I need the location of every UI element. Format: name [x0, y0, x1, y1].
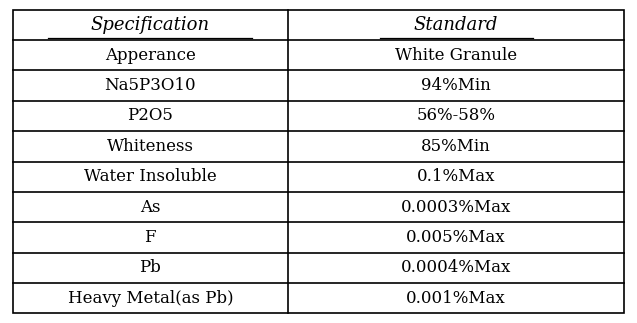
Text: 56%-58%: 56%-58%	[417, 108, 496, 124]
Text: As: As	[140, 199, 161, 215]
Text: White Granule: White Granule	[395, 47, 517, 64]
Text: 0.001%Max: 0.001%Max	[406, 290, 506, 307]
Text: F: F	[145, 229, 156, 246]
Text: 0.005%Max: 0.005%Max	[406, 229, 506, 246]
Text: P2O5: P2O5	[127, 108, 173, 124]
Text: 0.1%Max: 0.1%Max	[417, 168, 496, 185]
Text: 85%Min: 85%Min	[421, 138, 491, 155]
Text: 94%Min: 94%Min	[421, 77, 491, 94]
Text: Pb: Pb	[140, 259, 161, 276]
Text: Apperance: Apperance	[105, 47, 196, 64]
Text: 0.0003%Max: 0.0003%Max	[401, 199, 512, 215]
Text: 0.0004%Max: 0.0004%Max	[401, 259, 512, 276]
Text: Heavy Metal(as Pb): Heavy Metal(as Pb)	[68, 290, 233, 307]
Text: Water Insoluble: Water Insoluble	[84, 168, 217, 185]
Text: Whiteness: Whiteness	[107, 138, 194, 155]
Text: Na5P3O10: Na5P3O10	[104, 77, 196, 94]
Text: Standard: Standard	[414, 16, 498, 34]
Text: Specification: Specification	[90, 16, 210, 34]
